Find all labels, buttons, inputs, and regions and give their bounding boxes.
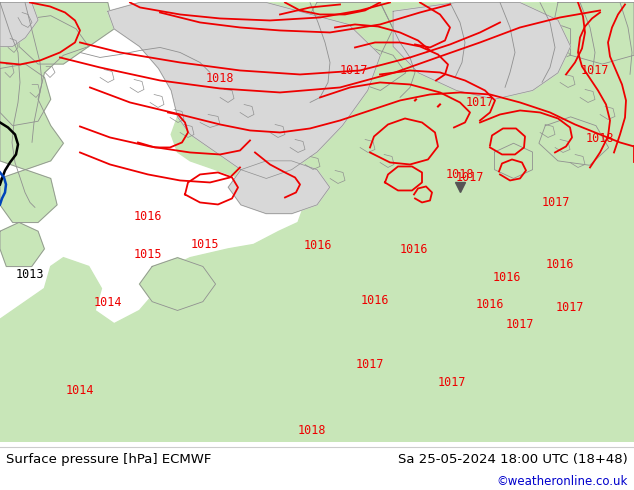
Polygon shape [0,64,51,125]
Text: 1017: 1017 [541,196,570,209]
Polygon shape [0,2,114,170]
Text: 1018: 1018 [206,72,234,85]
Text: 1014: 1014 [66,384,94,397]
Text: 1017: 1017 [437,376,466,389]
Polygon shape [552,2,634,64]
Text: 1017: 1017 [340,64,368,77]
Polygon shape [292,2,393,82]
Text: 1017: 1017 [581,64,609,77]
Polygon shape [228,161,330,214]
Polygon shape [342,47,406,91]
Polygon shape [418,29,482,69]
Text: 1018: 1018 [586,132,614,145]
Text: 1016: 1016 [476,298,504,311]
Text: ©weatheronline.co.uk: ©weatheronline.co.uk [496,475,628,489]
Polygon shape [108,2,380,178]
Polygon shape [0,170,57,222]
Polygon shape [507,20,571,64]
Text: 1016: 1016 [546,258,574,271]
Text: 1016: 1016 [361,294,389,307]
Text: Surface pressure [hPa] ECMWF: Surface pressure [hPa] ECMWF [6,453,212,466]
Text: 1014: 1014 [94,296,122,309]
Text: 1016: 1016 [304,239,332,252]
Text: 1018: 1018 [298,424,327,437]
Polygon shape [0,2,634,442]
Polygon shape [0,222,44,267]
Polygon shape [19,16,89,64]
Text: 1018: 1018 [446,168,474,181]
Polygon shape [139,258,216,311]
Text: Sa 25-05-2024 18:00 UTC (18+48): Sa 25-05-2024 18:00 UTC (18+48) [398,453,628,466]
Text: 1017: 1017 [556,301,585,314]
Text: 1016: 1016 [493,271,521,284]
Polygon shape [0,2,38,47]
Polygon shape [539,117,609,165]
Text: 1016: 1016 [134,210,162,223]
Polygon shape [495,143,533,178]
Text: 1017: 1017 [466,96,495,109]
Text: 1013: 1013 [16,268,44,281]
Text: 1016: 1016 [400,243,428,256]
Text: 1017: 1017 [506,318,534,331]
Text: 1017: 1017 [356,358,384,371]
Text: 1015: 1015 [134,248,162,261]
Polygon shape [393,2,571,99]
Text: 1017: 1017 [456,171,484,184]
Text: 1015: 1015 [191,238,219,251]
